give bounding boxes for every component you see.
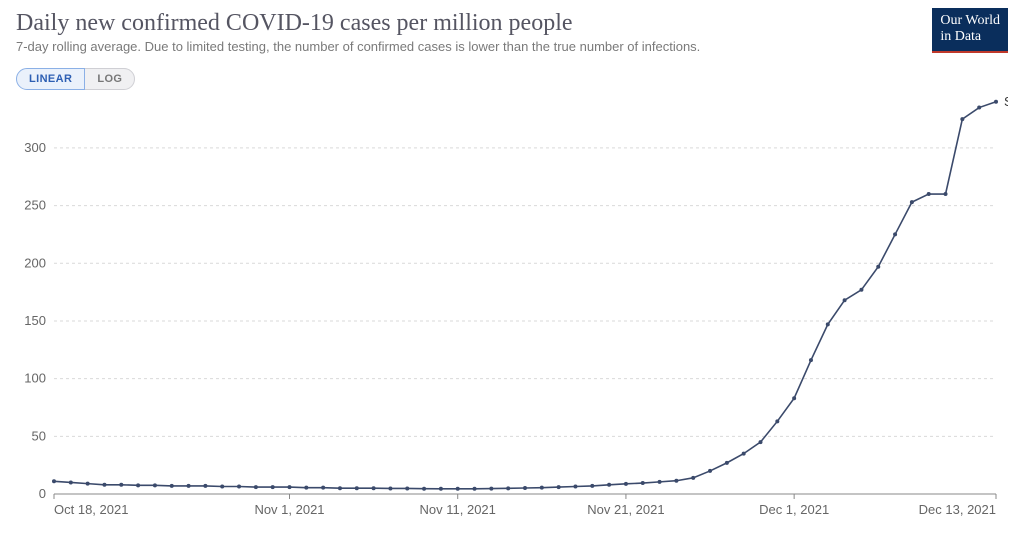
series-point [658,480,662,484]
series-point [775,419,779,423]
series-point [876,265,880,269]
series-point [102,483,106,487]
series-point [910,200,914,204]
y-tick-label: 0 [39,486,46,501]
series-point [523,486,527,490]
series-point [725,461,729,465]
series-line-south-africa [54,102,996,489]
series-point [153,483,157,487]
series-point [859,288,863,292]
series-point [69,480,73,484]
owid-logo: Our World in Data [932,8,1008,53]
series-point [119,483,123,487]
series-label: South Africa [1004,96,1008,109]
y-tick-label: 200 [24,255,46,270]
series-point [439,487,443,491]
series-point [170,484,174,488]
series-point [540,486,544,490]
line-chart-svg: 0 50 100 150 200 250 300 Oct 18, 2021 Nov 1, 20… [16,96,1008,536]
series-point [809,358,813,362]
series-point [136,483,140,487]
y-tick-label: 100 [24,371,46,386]
series-point [405,486,409,490]
series-point [826,322,830,326]
x-tick-label: Nov 1, 2021 [254,502,324,517]
y-tick-label: 300 [24,140,46,155]
series-point [557,485,561,489]
series-point [271,485,275,489]
series-point [86,482,90,486]
y-tick-label: 150 [24,313,46,328]
y-tick-label: 250 [24,198,46,213]
series-point [304,486,308,490]
x-tick-label: Nov 21, 2021 [587,502,664,517]
x-tick-label: Dec 1, 2021 [759,502,829,517]
series-point [607,483,611,487]
y-tick-label: 50 [32,428,46,443]
series-point [237,485,241,489]
series-point [338,486,342,490]
series-point [372,486,376,490]
series-point [573,485,577,489]
series-point [388,486,392,490]
series-point [203,484,207,488]
series-point [742,452,746,456]
series-point [473,487,477,491]
series-point [624,482,628,486]
logo-line2: in Data [940,29,981,44]
series-point [220,485,224,489]
scale-linear-button[interactable]: LINEAR [16,68,85,90]
series-point [708,469,712,473]
series-point [456,487,460,491]
series-point [254,485,258,489]
scale-toggle: LINEAR LOG [16,68,135,90]
chart-subtitle: 7-day rolling average. Due to limited te… [16,39,1008,54]
x-tick-label: Nov 11, 2021 [420,502,496,517]
series-point [321,486,325,490]
series-point [674,479,678,483]
chart-title: Daily new confirmed COVID-19 cases per m… [16,10,1008,37]
logo-line1: Our World [940,13,1000,28]
series-point [52,479,56,483]
series-point [977,106,981,110]
x-tick-label: Oct 18, 2021 [54,502,128,517]
chart-area: 0 50 100 150 200 250 300 Oct 18, 2021 Nov 1, 20… [16,96,1008,536]
series-point [641,481,645,485]
series-point [893,232,897,236]
series-point [759,440,763,444]
series-point [792,396,796,400]
scale-log-button[interactable]: LOG [84,68,135,90]
series-point [288,485,292,489]
series-point [355,486,359,490]
series-point [960,117,964,121]
series-point [187,484,191,488]
series-point [489,487,493,491]
series-point [691,476,695,480]
series-point [927,192,931,196]
series-point [506,486,510,490]
series-point [843,298,847,302]
series-point [944,192,948,196]
series-point [422,487,426,491]
series-point [590,484,594,488]
x-tick-label: Dec 13, 2021 [919,502,996,517]
series-point [994,100,998,104]
